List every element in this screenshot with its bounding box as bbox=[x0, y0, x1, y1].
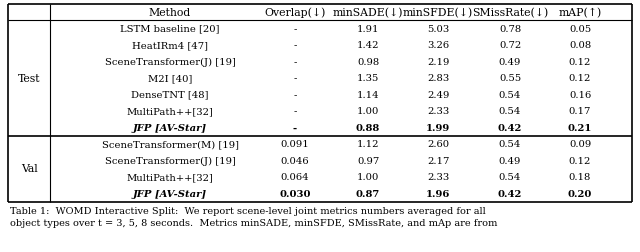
Text: 0.12: 0.12 bbox=[569, 74, 591, 83]
Text: JFP [AV-Star]: JFP [AV-Star] bbox=[133, 123, 207, 132]
Text: 0.064: 0.064 bbox=[281, 173, 309, 181]
Text: 2.33: 2.33 bbox=[427, 173, 449, 181]
Text: MultiPath++[32]: MultiPath++[32] bbox=[127, 107, 213, 116]
Text: 2.49: 2.49 bbox=[427, 90, 449, 99]
Text: 0.12: 0.12 bbox=[569, 57, 591, 67]
Text: Val: Val bbox=[20, 164, 37, 174]
Text: 0.17: 0.17 bbox=[569, 107, 591, 116]
Text: 0.09: 0.09 bbox=[569, 140, 591, 149]
Text: HeatIRm4 [47]: HeatIRm4 [47] bbox=[132, 41, 208, 50]
Text: 1.12: 1.12 bbox=[356, 140, 380, 149]
Text: 0.05: 0.05 bbox=[569, 25, 591, 34]
Text: -: - bbox=[293, 57, 297, 67]
Text: 0.54: 0.54 bbox=[499, 173, 521, 181]
Text: 0.98: 0.98 bbox=[357, 57, 379, 67]
Text: SMissRate(↓): SMissRate(↓) bbox=[472, 8, 548, 18]
Text: Table 1:  WOMD Interactive Split:  We report scene-level joint metrics numbers a: Table 1: WOMD Interactive Split: We repo… bbox=[10, 207, 486, 216]
Text: 1.14: 1.14 bbox=[356, 90, 380, 99]
Text: M2I [40]: M2I [40] bbox=[148, 74, 192, 83]
Text: minSADE(↓): minSADE(↓) bbox=[333, 8, 403, 18]
Text: -: - bbox=[293, 25, 297, 34]
Text: 0.97: 0.97 bbox=[357, 156, 379, 165]
Text: 2.60: 2.60 bbox=[427, 140, 449, 149]
Text: object types over t = 3, 5, 8 seconds.  Metrics minSADE, minSFDE, SMissRate, and: object types over t = 3, 5, 8 seconds. M… bbox=[10, 219, 497, 228]
Text: DenseTNT [48]: DenseTNT [48] bbox=[131, 90, 209, 99]
Text: SceneTransformer(J) [19]: SceneTransformer(J) [19] bbox=[104, 57, 236, 67]
Text: 0.030: 0.030 bbox=[279, 189, 311, 198]
Text: 0.091: 0.091 bbox=[280, 140, 309, 149]
Text: 0.88: 0.88 bbox=[356, 123, 380, 132]
Text: 0.046: 0.046 bbox=[281, 156, 309, 165]
Text: 0.18: 0.18 bbox=[569, 173, 591, 181]
Text: 1.99: 1.99 bbox=[426, 123, 450, 132]
Text: 0.54: 0.54 bbox=[499, 140, 521, 149]
Text: 0.78: 0.78 bbox=[499, 25, 521, 34]
Text: 1.35: 1.35 bbox=[357, 74, 379, 83]
Text: 0.08: 0.08 bbox=[569, 41, 591, 50]
Text: 0.20: 0.20 bbox=[568, 189, 592, 198]
Text: SceneTransformer(M) [19]: SceneTransformer(M) [19] bbox=[102, 140, 239, 149]
Text: 2.33: 2.33 bbox=[427, 107, 449, 116]
Text: -: - bbox=[293, 123, 297, 132]
Text: 2.83: 2.83 bbox=[427, 74, 449, 83]
Text: minSFDE(↓): minSFDE(↓) bbox=[403, 8, 473, 18]
Text: Method: Method bbox=[149, 8, 191, 18]
Text: 0.87: 0.87 bbox=[356, 189, 380, 198]
Text: -: - bbox=[293, 41, 297, 50]
Text: 2.17: 2.17 bbox=[427, 156, 449, 165]
Text: 1.96: 1.96 bbox=[426, 189, 450, 198]
Text: 0.42: 0.42 bbox=[498, 189, 522, 198]
Text: 1.00: 1.00 bbox=[357, 107, 379, 116]
Text: 0.54: 0.54 bbox=[499, 107, 521, 116]
Text: 1.42: 1.42 bbox=[356, 41, 380, 50]
Text: mAP(↑): mAP(↑) bbox=[558, 8, 602, 18]
Text: 1.91: 1.91 bbox=[356, 25, 380, 34]
Text: 0.12: 0.12 bbox=[569, 156, 591, 165]
Text: 0.42: 0.42 bbox=[498, 123, 522, 132]
Text: -: - bbox=[293, 74, 297, 83]
Text: MultiPath++[32]: MultiPath++[32] bbox=[127, 173, 213, 181]
Text: 0.49: 0.49 bbox=[499, 156, 521, 165]
Text: 2.19: 2.19 bbox=[427, 57, 449, 67]
Text: 0.54: 0.54 bbox=[499, 90, 521, 99]
Text: 0.55: 0.55 bbox=[499, 74, 521, 83]
Text: 0.16: 0.16 bbox=[569, 90, 591, 99]
Text: 1.00: 1.00 bbox=[357, 173, 379, 181]
Text: -: - bbox=[293, 90, 297, 99]
Text: 0.72: 0.72 bbox=[499, 41, 521, 50]
Text: 5.03: 5.03 bbox=[427, 25, 449, 34]
Text: SceneTransformer(J) [19]: SceneTransformer(J) [19] bbox=[104, 156, 236, 165]
Text: Overlap(↓): Overlap(↓) bbox=[264, 8, 326, 18]
Text: LSTM baseline [20]: LSTM baseline [20] bbox=[120, 25, 220, 34]
Text: 3.26: 3.26 bbox=[427, 41, 449, 50]
Text: JFP [AV-Star]: JFP [AV-Star] bbox=[133, 189, 207, 198]
Text: 0.49: 0.49 bbox=[499, 57, 521, 67]
Text: 0.21: 0.21 bbox=[568, 123, 592, 132]
Text: -: - bbox=[293, 107, 297, 116]
Text: Test: Test bbox=[18, 74, 40, 83]
